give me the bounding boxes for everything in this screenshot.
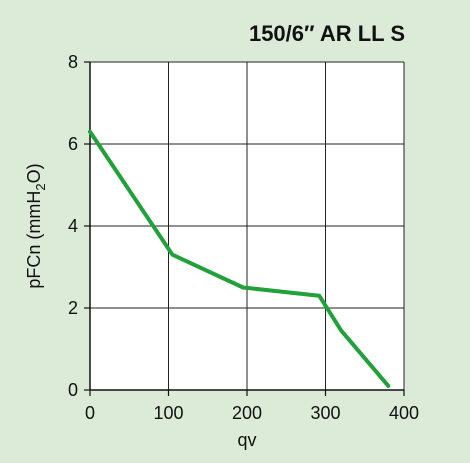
y-tick-label-8: 8	[68, 52, 78, 72]
x-axis-label: qv	[237, 430, 256, 450]
x-tick-label-400: 400	[389, 403, 419, 423]
series-layer	[88, 129, 391, 388]
x-tick-label-0: 0	[85, 403, 95, 423]
tick-labels: 0 100 200 300 400 0 2 4 6 8	[68, 52, 419, 423]
y-axis-label: pFCn (mmH2O)	[24, 163, 48, 288]
pressure-curve-series-0	[88, 129, 391, 388]
y-tick-label-4: 4	[68, 216, 78, 236]
y-axis-label-subscript: 2	[33, 183, 48, 190]
y-tick-label-6: 6	[68, 134, 78, 154]
chart-title: 150/6″ AR LL S	[249, 21, 405, 46]
x-tick-label-100: 100	[153, 403, 183, 423]
y-tick-label-0: 0	[68, 380, 78, 400]
y-tick-label-2: 2	[68, 298, 78, 318]
y-axis-label-prefix: pFCn (mmH	[24, 191, 44, 289]
axes	[84, 61, 405, 396]
x-tick-label-200: 200	[232, 403, 262, 423]
y-axis-label-suffix: O)	[24, 163, 44, 183]
x-tick-label-300: 300	[310, 403, 340, 423]
